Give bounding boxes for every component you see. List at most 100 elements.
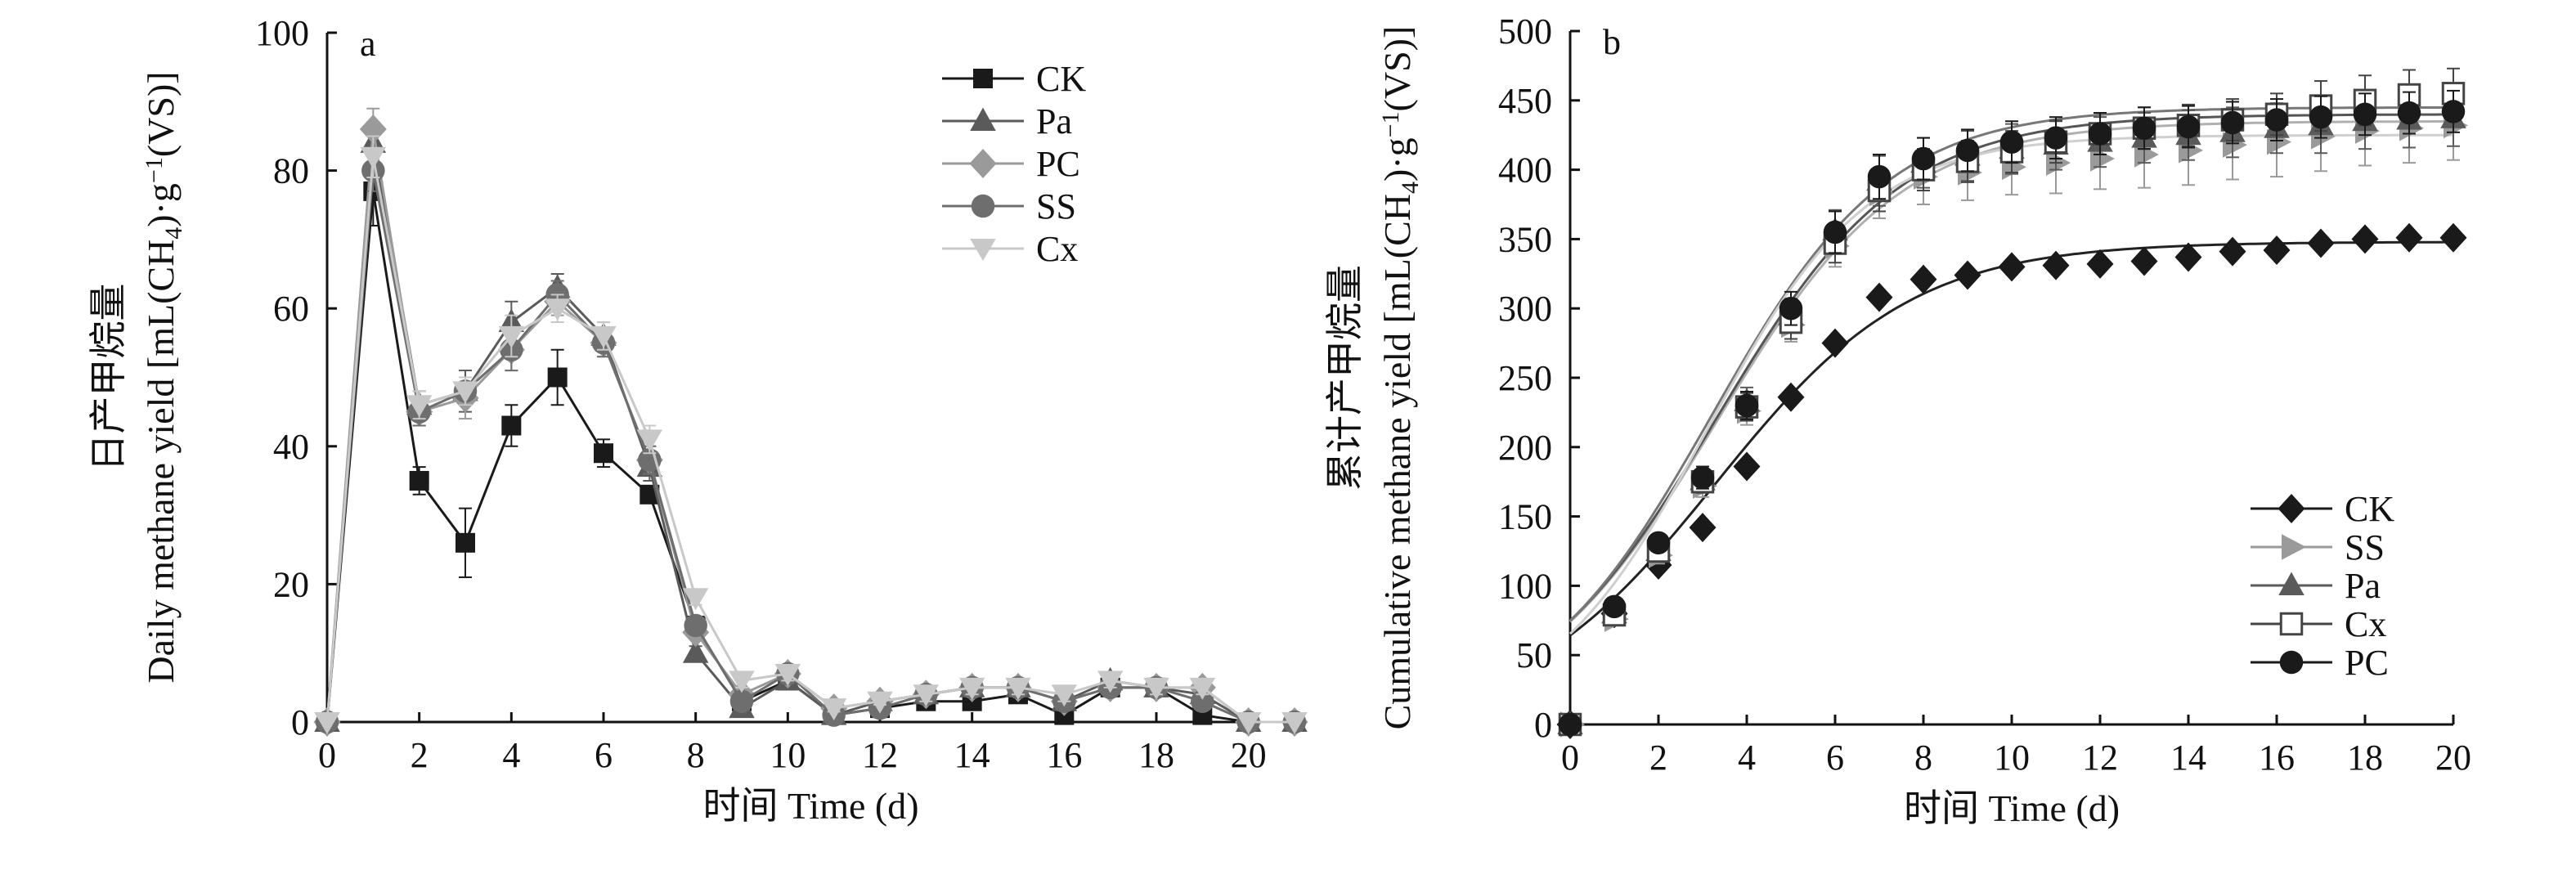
- y-tick-label: 50: [1516, 635, 1552, 675]
- y-tick-label: 500: [1498, 11, 1552, 52]
- series-pa: [314, 121, 1308, 732]
- x-tick-label: 4: [502, 735, 520, 775]
- data-point-cx: [1097, 670, 1124, 693]
- legend-item-cx: Cx: [942, 229, 1078, 269]
- data-point-ck: [2395, 222, 2423, 253]
- y-tick-label: 0: [291, 702, 309, 742]
- x-tick-label: 6: [595, 735, 613, 775]
- series-line-pa: [325, 142, 1295, 724]
- data-point-ck: [1777, 382, 1805, 412]
- y-axis-title-part: (VS)]: [1376, 26, 1418, 112]
- data-point-cx: [1143, 677, 1169, 700]
- data-point-cx: [820, 698, 847, 721]
- data-point-pc: [1823, 220, 1847, 244]
- y-tick-label: 150: [1498, 497, 1552, 537]
- series-line-pc: [325, 128, 1295, 724]
- data-point-ck: [1689, 513, 1717, 543]
- legend-marker: [971, 194, 995, 218]
- data-point-cx: [729, 670, 755, 693]
- legend-label: PC: [1036, 144, 1080, 184]
- y-tick-label: 300: [1498, 289, 1552, 329]
- data-point-ck: [501, 415, 522, 436]
- data-point-ck: [1865, 282, 1893, 312]
- data-point-cx: [498, 325, 525, 348]
- data-point-pc: [2309, 105, 2333, 129]
- y-axis-title: Cumulative methane yield [mL(CH4)·g−1(VS…: [1376, 26, 1424, 730]
- data-point-cx: [774, 663, 801, 686]
- series-line-cx: [325, 156, 1295, 724]
- data-point-pc: [1911, 146, 1936, 171]
- data-point-pc: [1690, 465, 1715, 490]
- panel-a-daily-methane-yield: 0 20 40 60 80 100 0 2 4 6 8 10 12 14 16 18 20 a 时间 Time (d…: [88, 13, 1308, 827]
- series-cx: [1558, 67, 2466, 737]
- x-tick-label: 18: [1138, 735, 1174, 775]
- y-tick-label: 100: [255, 13, 309, 53]
- x-tick-label: 18: [2347, 738, 2383, 778]
- series-ck: [317, 155, 1304, 732]
- legend-label: SS: [2345, 527, 2385, 567]
- y-tick-label: 100: [1498, 566, 1552, 606]
- x-tick-label: 14: [954, 735, 990, 775]
- y-tick-label: 20: [273, 564, 309, 604]
- legend-label: CK: [2345, 489, 2394, 529]
- legend-marker: [2278, 494, 2305, 523]
- data-point-cx: [544, 298, 571, 321]
- series-line-ss: [325, 170, 1295, 724]
- legend-item-cx: Cx: [2251, 604, 2386, 644]
- legend-marker: [2279, 612, 2304, 636]
- data-point-cx: [406, 395, 433, 418]
- y-tick-label: 250: [1498, 358, 1552, 398]
- x-tick-label: 20: [2435, 738, 2471, 778]
- data-point-pc: [1735, 393, 1759, 418]
- x-axis-title: 时间 Time (d): [1904, 787, 2120, 829]
- x-axis-title: 时间 Time (d): [702, 785, 918, 827]
- x-tick-label: 14: [2170, 738, 2206, 778]
- data-point-pc: [1602, 594, 1627, 619]
- legend-item-pc: PC: [2251, 643, 2389, 683]
- y-axis-title-part: 4: [160, 227, 187, 240]
- data-point-ck: [2351, 224, 2379, 254]
- data-point-cx: [636, 429, 663, 452]
- legend-item-ck: CK: [2251, 489, 2394, 529]
- x-tick-label: 12: [2082, 738, 2118, 778]
- series-cx: [314, 135, 1308, 734]
- x-tick-label: 0: [318, 735, 336, 775]
- data-point-ck: [2130, 246, 2158, 276]
- legend-marker: [2279, 650, 2304, 675]
- x-tick-label: 10: [1994, 738, 2030, 778]
- y-axis-title: Daily methane yield [mL(CH4)·g−1(VS)]: [140, 71, 187, 683]
- data-point-pc: [1779, 296, 1803, 321]
- x-tick-label: 6: [1826, 738, 1844, 778]
- data-point-ck: [2086, 249, 2114, 279]
- data-point-pc: [2397, 101, 2421, 125]
- y-tick-label: 60: [273, 289, 309, 329]
- legend-label: Cx: [2345, 604, 2386, 644]
- data-point-cx: [1281, 712, 1308, 734]
- legend-item-ss: SS: [942, 186, 1076, 226]
- x-tick-label: 12: [862, 735, 898, 775]
- x-tick-label: 2: [411, 735, 429, 775]
- legend-marker: [2278, 572, 2304, 595]
- data-point-pc: [2132, 116, 2156, 140]
- legend-marker: [969, 149, 997, 178]
- data-point-pc: [2044, 126, 2068, 150]
- data-point-ck: [547, 367, 568, 388]
- legend-label: CK: [1036, 59, 1086, 99]
- data-point-ck: [409, 470, 429, 491]
- data-point-ck: [1998, 252, 2026, 282]
- y-tick-label: 40: [273, 427, 309, 467]
- y-axis-title-part: )·g: [140, 183, 182, 227]
- data-point-ck: [594, 443, 613, 464]
- y-tick-label: 400: [1498, 150, 1552, 191]
- panel-label: a: [360, 24, 376, 64]
- legend-label: PC: [2345, 643, 2389, 683]
- data-point-cx: [958, 677, 985, 700]
- x-tick-label: 16: [1046, 735, 1082, 775]
- data-point-ss: [729, 689, 754, 713]
- y-axis-title-part: Cumulative methane yield [mL(CH: [1376, 194, 1418, 729]
- x-tick-label: 10: [770, 735, 806, 775]
- data-point-ck: [1733, 451, 1761, 482]
